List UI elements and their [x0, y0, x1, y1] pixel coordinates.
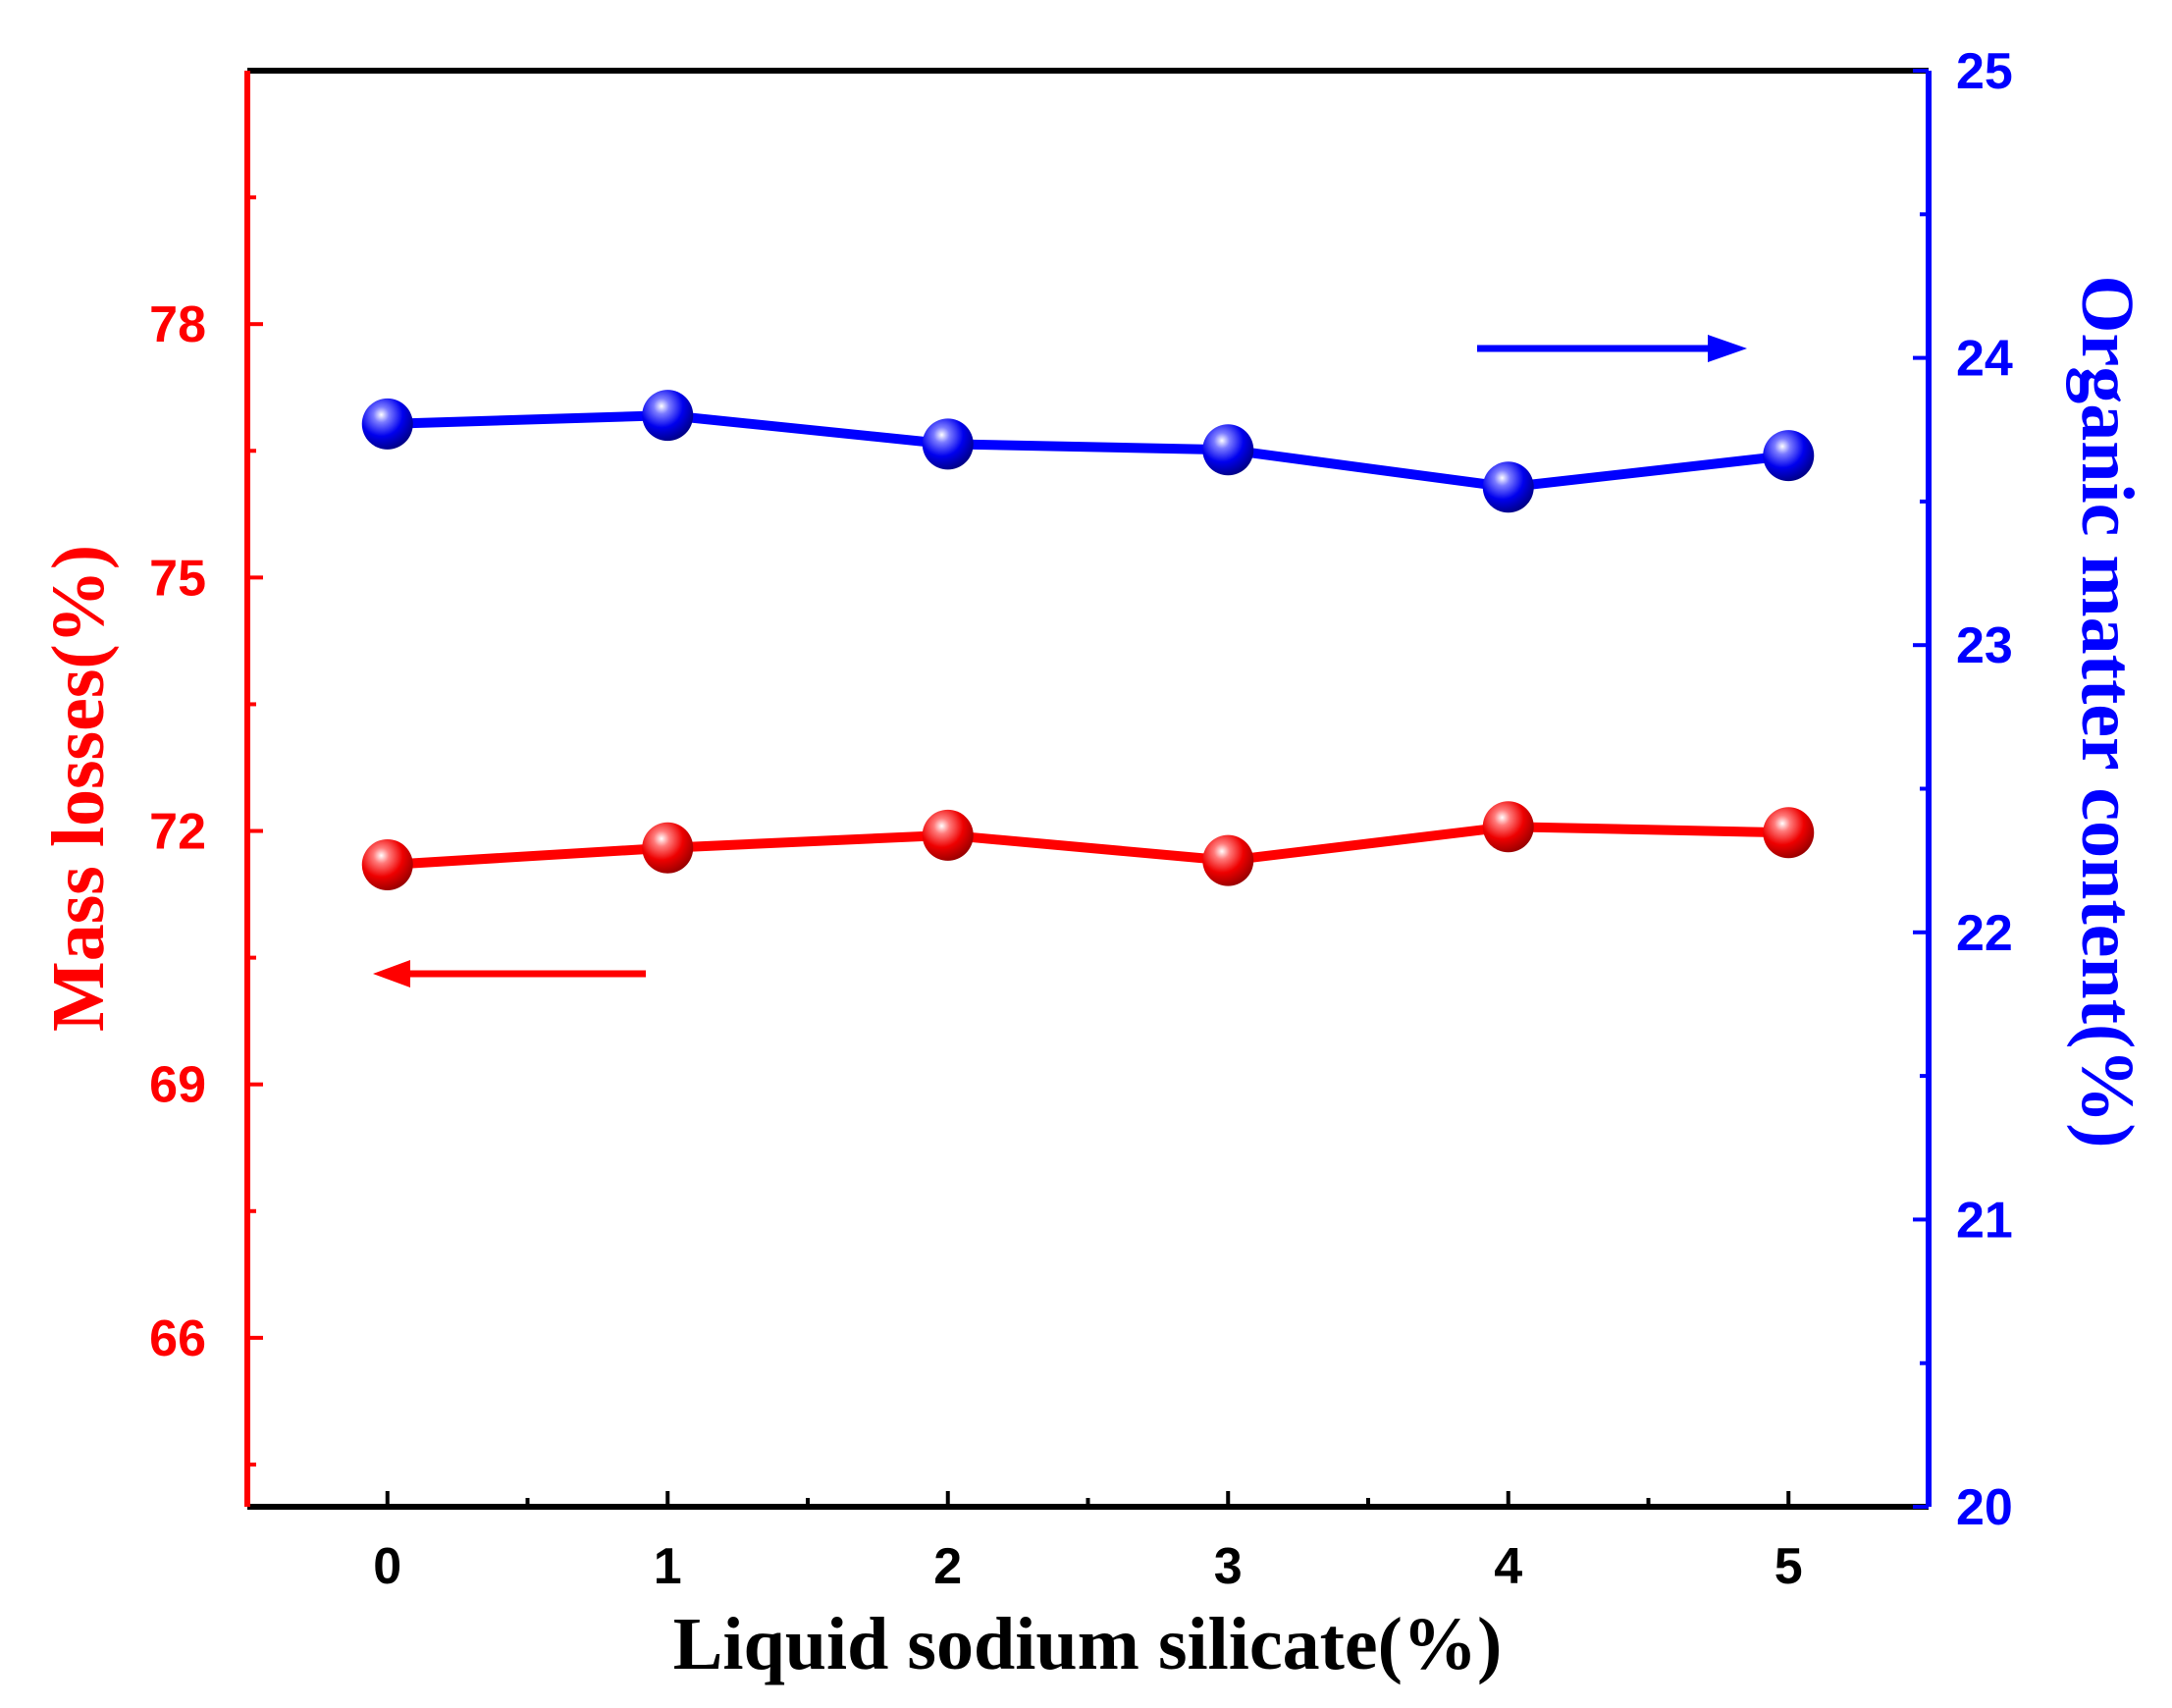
mass-losses-point	[642, 822, 694, 874]
mass-losses-point	[1482, 801, 1534, 853]
mass-losses-arrow	[373, 960, 646, 987]
right-tick-label: 25	[1956, 43, 2013, 100]
x-axis-title: Liquid sodium silicate(%)	[673, 1603, 1503, 1685]
right-y-axis-title: Organic matter content(%)	[2066, 275, 2148, 1148]
organic-matter-content-point	[361, 398, 413, 450]
x-tick-label: 1	[654, 1538, 682, 1595]
organic-matter-arrow	[1477, 335, 1747, 362]
left-tick-label: 75	[149, 550, 206, 607]
organic-matter-content-point	[1202, 424, 1254, 476]
right-tick-label: 21	[1956, 1192, 2013, 1249]
x-tick-label: 2	[933, 1538, 962, 1595]
left-tick-label: 78	[149, 296, 206, 353]
mass-losses-point	[1202, 834, 1254, 886]
x-tick-label: 0	[373, 1538, 401, 1595]
x-tick-label: 3	[1214, 1538, 1243, 1595]
x-tick-label: 4	[1494, 1538, 1522, 1595]
right-tick-label: 24	[1956, 331, 2013, 388]
right-tick-label: 20	[1956, 1479, 2013, 1536]
mass-losses-point	[1763, 807, 1815, 859]
mass-losses-point	[922, 809, 974, 861]
mass-losses-line	[387, 822, 1789, 870]
left-tick-label: 72	[149, 804, 206, 861]
right-tick-label: 23	[1956, 617, 2013, 674]
right-tick-label: 22	[1956, 905, 2013, 962]
left-y-axis-title: Mass losses(%)	[37, 545, 120, 1032]
organic-matter-content-line	[387, 410, 1789, 493]
left-tick-label: 66	[149, 1310, 206, 1367]
x-tick-label: 5	[1775, 1538, 1803, 1595]
left-tick-label: 69	[149, 1057, 206, 1114]
organic-matter-content-point	[922, 418, 974, 470]
organic-matter-content-point	[1763, 430, 1815, 482]
organic-matter-content-point	[642, 390, 694, 442]
organic-matter-content-point	[1482, 461, 1534, 513]
mass-losses-point	[361, 838, 413, 890]
